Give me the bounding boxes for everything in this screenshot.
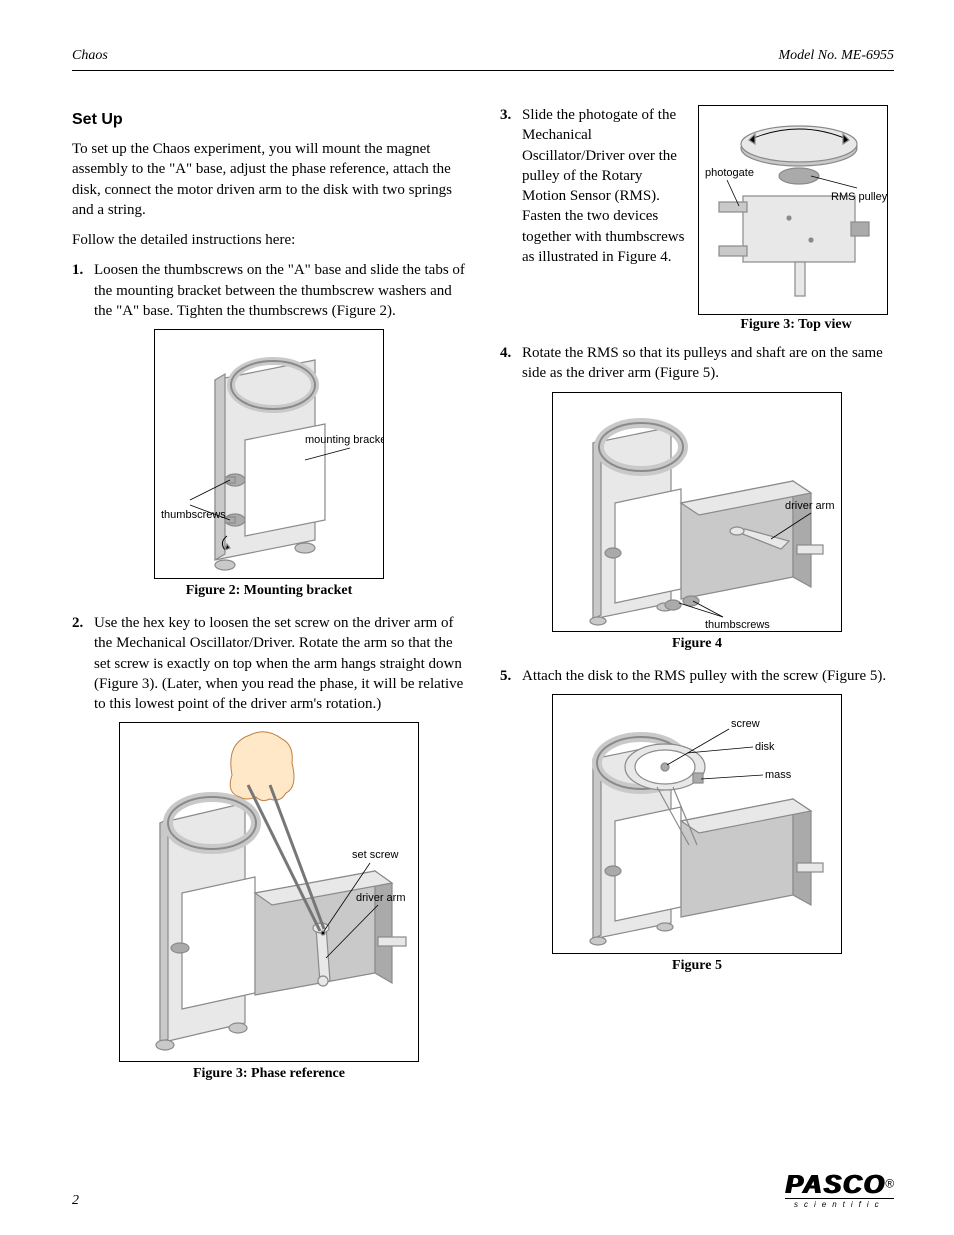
left-column: Set Up To set up the Chaos experiment, y… <box>72 105 466 1096</box>
step-2-text: Use the hex key to loosen the set screw … <box>94 613 466 714</box>
step-1-text: Loosen the thumbscrews on the "A" base a… <box>94 260 466 321</box>
fig4-label-arm: driver arm <box>785 500 835 512</box>
figure-3-caption: Figure 3: Phase reference <box>72 1066 466 1082</box>
step-3: 3. Slide the photogate of the Mechanical… <box>500 105 688 267</box>
intro-para-2: Follow the detailed instructions here: <box>72 230 466 250</box>
page-footer: 2 PASCO® scientific <box>72 1169 894 1209</box>
logo-main: PASCO <box>785 1169 886 1199</box>
header-right: Model No. ME-6955 <box>779 48 894 64</box>
fig3b-label-pulley: RMS pulley <box>831 191 888 203</box>
header-left: Chaos <box>72 48 108 64</box>
step-2-num: 2. <box>72 613 94 714</box>
figure-4-illustration: driver arm thumbscrews <box>552 392 842 632</box>
figure-4-caption: Figure 4 <box>500 636 894 652</box>
fig3b-label-photogate: photogate <box>705 167 754 179</box>
page-header: Chaos Model No. ME-6955 <box>72 48 894 64</box>
figure-5-illustration: screw disk mass <box>552 694 842 954</box>
step-4: 4. Rotate the RMS so that its pulleys an… <box>500 343 894 384</box>
step-5-text: Attach the disk to the RMS pulley with t… <box>522 666 894 686</box>
step-3-num: 3. <box>500 105 522 267</box>
step-4-num: 4. <box>500 343 522 384</box>
fig3-label-arm: driver arm <box>356 892 406 904</box>
logo-sub: scientific <box>785 1198 894 1209</box>
figure-2-illustration: mounting bracket thumbscrews <box>154 329 384 579</box>
setup-heading: Set Up <box>72 111 466 129</box>
step-5-num: 5. <box>500 666 522 686</box>
figure-2-caption: Figure 2: Mounting bracket <box>72 583 466 599</box>
page-number: 2 <box>72 1193 79 1209</box>
figure-5-caption: Figure 5 <box>500 958 894 974</box>
pasco-logo: PASCO® scientific <box>785 1169 894 1209</box>
figure-3b-caption: Figure 3: Top view <box>698 317 894 333</box>
fig3-label-screw: set screw <box>352 849 399 861</box>
step-2: 2. Use the hex key to loosen the set scr… <box>72 613 466 714</box>
step-1: 1. Loosen the thumbscrews on the "A" bas… <box>72 260 466 321</box>
fig5-label-screw: screw <box>731 718 760 730</box>
figure-3b-illustration: photogate RMS pulley <box>698 105 888 315</box>
figure-3-illustration: set screw driver arm <box>119 722 419 1062</box>
fig2-label-bracket: mounting bracket <box>305 434 384 446</box>
step-5: 5. Attach the disk to the RMS pulley wit… <box>500 666 894 686</box>
step-4-text: Rotate the RMS so that its pulleys and s… <box>522 343 894 384</box>
step-1-num: 1. <box>72 260 94 321</box>
right-column: photogate RMS pulley Figure 3: Top view … <box>500 105 894 1096</box>
header-rule <box>72 70 894 71</box>
fig2-label-thumb: thumbscrews <box>161 509 226 521</box>
fig5-label-disk: disk <box>755 741 775 753</box>
intro-para-1: To set up the Chaos experiment, you will… <box>72 139 466 220</box>
step-3-text: Slide the photogate of the Mechanical Os… <box>522 105 688 267</box>
fig5-label-mass: mass <box>765 769 792 781</box>
fig4-label-thumb: thumbscrews <box>705 619 770 631</box>
registered-mark: ® <box>885 1176 894 1190</box>
